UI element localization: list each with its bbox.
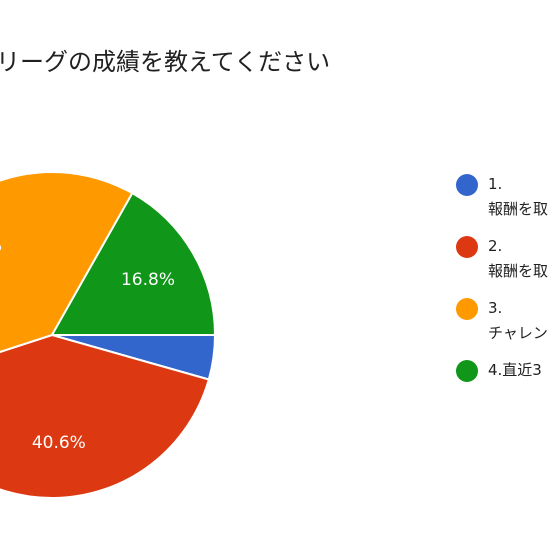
legend-label: 4.直近3: [488, 361, 542, 379]
slice-label: 40.6%: [32, 433, 86, 453]
legend-label: 1. 報酬を取: [488, 175, 549, 218]
pie-slice[interactable]: [0, 171, 134, 385]
legend-label: 3. チャレン: [488, 299, 548, 342]
pie-slice[interactable]: [0, 333, 211, 499]
slice-label: %: [0, 236, 2, 256]
legend-swatch: [456, 174, 478, 196]
legend-label: 2. 報酬を取: [488, 237, 549, 280]
legend: 1. 報酬を取 2. 報酬を取 3. チャレン 4.直近3: [456, 172, 560, 395]
pie-slice[interactable]: [50, 191, 217, 336]
legend-item[interactable]: 1. 報酬を取: [456, 172, 560, 222]
legend-item[interactable]: 2. 報酬を取: [456, 234, 560, 284]
legend-swatch: [456, 298, 478, 320]
legend-item[interactable]: 3. チャレン: [456, 296, 560, 346]
legend-swatch: [456, 236, 478, 258]
legend-swatch: [456, 360, 478, 382]
slice-label: 16.8%: [121, 270, 175, 290]
legend-item[interactable]: 4.直近3: [456, 358, 560, 383]
chart-title: リーグの成績を教えてください: [0, 48, 331, 76]
